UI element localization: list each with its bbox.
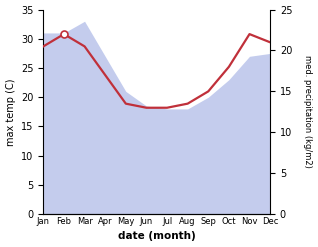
Y-axis label: med. precipitation (kg/m2): med. precipitation (kg/m2) xyxy=(303,55,313,168)
X-axis label: date (month): date (month) xyxy=(118,231,196,242)
Y-axis label: max temp (C): max temp (C) xyxy=(5,78,16,145)
